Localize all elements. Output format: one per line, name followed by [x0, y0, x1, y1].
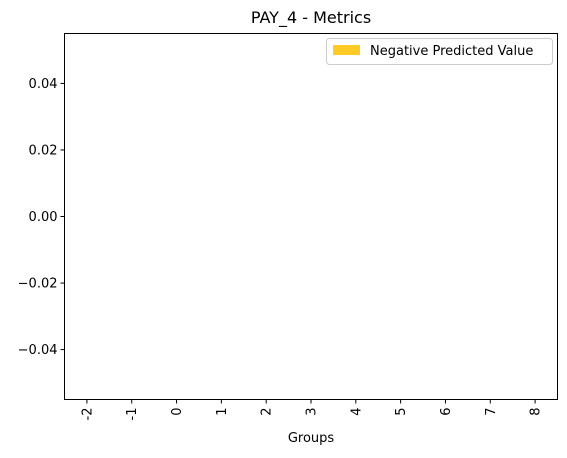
y-tick-label: 0.04	[29, 77, 58, 92]
legend-swatch	[333, 45, 360, 55]
x-tick-label: 1	[215, 408, 230, 416]
y-axis: 0.04 0.02 0.00 −0.02 −0.04	[18, 77, 65, 358]
x-tick-label: 8	[529, 408, 544, 416]
chart-title: PAY_4 - Metrics	[251, 8, 371, 28]
x-tick-label: 2	[260, 408, 275, 416]
x-axis: -2 -1 0 1 2 3 4 5 6 7 8	[80, 399, 544, 421]
legend-frame	[326, 38, 553, 65]
x-tick-label: 3	[305, 408, 320, 416]
y-tick-label: 0.02	[29, 143, 58, 158]
x-tick-label: 7	[484, 408, 499, 416]
x-tick-label: 6	[439, 408, 454, 416]
y-tick-label: −0.02	[18, 277, 58, 292]
plot-frame	[64, 33, 558, 400]
y-tick-label: 0.00	[29, 210, 58, 225]
x-tick-label: -1	[125, 408, 140, 421]
x-tick-label: 5	[394, 408, 409, 416]
legend-label: Negative Predicted Value	[370, 44, 533, 59]
x-axis-label: Groups	[288, 431, 335, 446]
x-tick-label: 0	[170, 408, 185, 416]
x-tick-label: 4	[349, 408, 364, 416]
legend[interactable]: Negative Predicted Value	[326, 38, 553, 65]
y-tick-label: −0.04	[18, 343, 58, 358]
x-tick-label: -2	[80, 408, 95, 421]
